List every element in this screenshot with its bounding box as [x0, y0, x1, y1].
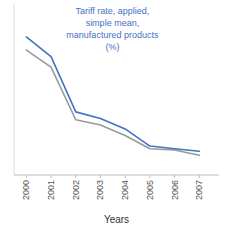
plot-area	[26, 37, 199, 155]
x-tick-label: 2004	[120, 180, 130, 200]
x-tick-label: 2003	[95, 180, 105, 200]
x-tick-label: 2002	[71, 180, 81, 200]
x-tick-label: 2001	[46, 180, 56, 200]
x-tick	[149, 175, 150, 178]
x-tick-label: 2000	[21, 180, 31, 200]
x-tick	[26, 175, 27, 178]
x-tick	[75, 175, 76, 178]
series-line	[26, 37, 199, 151]
x-axis-label: Years	[104, 214, 129, 225]
x-tick	[199, 175, 200, 178]
x-tick	[174, 175, 175, 178]
x-tick	[125, 175, 126, 178]
x-tick-label: 2006	[170, 180, 180, 200]
annotation: Tariff rate, applied,simple mean,manufac…	[66, 6, 159, 52]
x-axis-line	[14, 175, 219, 176]
x-tick-label: 2007	[194, 180, 204, 200]
x-tick	[51, 175, 52, 178]
series-line	[26, 50, 199, 155]
y-axis-line	[14, 4, 15, 175]
chart: 2000 2001 2002 2003 2004 2005 2006 2007 Years Tar…	[0, 0, 227, 227]
x-tick	[100, 175, 101, 178]
x-tick-label: 2005	[145, 180, 155, 200]
